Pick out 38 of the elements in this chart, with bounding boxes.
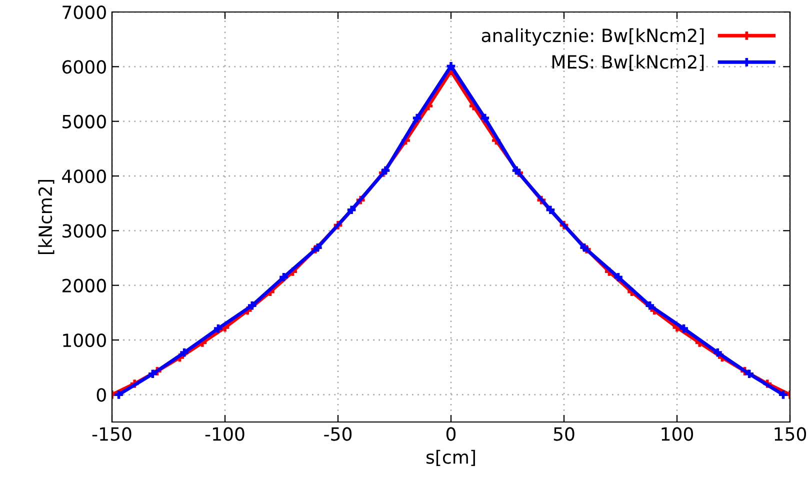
point	[347, 206, 356, 214]
point	[114, 390, 123, 399]
y-tick-label: 6000	[62, 60, 106, 74]
y-tick-label: 3000	[62, 224, 106, 238]
x-axis-title: s[cm]	[426, 450, 475, 466]
y-tick-label: 2000	[62, 278, 106, 292]
x-tick-label: -50	[324, 427, 352, 441]
y-tick-label: 7000	[62, 5, 106, 20]
point	[248, 301, 256, 310]
point	[180, 348, 188, 357]
y-tick-label: 5000	[62, 114, 106, 128]
point	[148, 370, 157, 378]
x-tick-label: 150	[774, 427, 806, 441]
x-tick-label: 100	[662, 427, 694, 441]
point	[680, 324, 688, 333]
y-tick-label: 0	[96, 388, 106, 402]
point	[512, 166, 521, 175]
point	[614, 272, 622, 282]
point	[714, 348, 722, 357]
x-tick-label: 50	[554, 427, 574, 441]
x-tick-label: -100	[205, 427, 244, 441]
point	[646, 301, 654, 310]
legend-label: MES: Bw[kNcm2]	[552, 54, 704, 71]
point	[280, 272, 288, 282]
x-tick-label: 0	[446, 427, 456, 441]
point	[546, 206, 555, 214]
y-tick-label: 4000	[62, 169, 106, 184]
point	[480, 114, 490, 122]
y-tick-label: 1000	[63, 333, 106, 348]
point	[412, 114, 422, 122]
y-axis-title: [kNcm2]	[38, 180, 54, 254]
point	[446, 62, 456, 70]
point	[779, 390, 788, 399]
point	[745, 370, 754, 378]
point	[381, 166, 390, 175]
point	[214, 324, 222, 333]
legend-label: analitycznie: Bw[kNcm2]	[482, 28, 704, 46]
x-tick-label: -150	[92, 427, 132, 441]
